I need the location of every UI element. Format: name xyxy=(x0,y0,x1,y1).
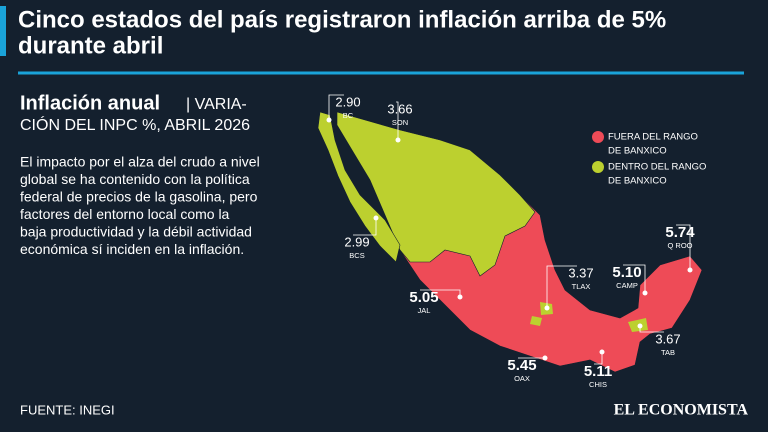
legend-swatch xyxy=(592,161,604,173)
body-line: factores del entorno local como la xyxy=(20,206,230,222)
marker xyxy=(395,137,401,143)
marker xyxy=(637,323,643,329)
value-label: 2.90 xyxy=(335,94,360,109)
value-label: 3.67 xyxy=(655,331,680,346)
marker xyxy=(373,215,379,221)
marker xyxy=(642,290,648,296)
state-label: CHIS xyxy=(589,380,607,389)
state-label: TAB xyxy=(661,348,675,357)
leader-line xyxy=(676,224,691,270)
leader-line xyxy=(546,265,577,308)
value-label: 5.05 xyxy=(409,289,438,306)
map xyxy=(317,111,703,373)
legend-label: DE BANXICO xyxy=(608,146,667,157)
region-green xyxy=(336,111,536,277)
title: durante abril xyxy=(18,32,163,59)
legend-swatch xyxy=(592,131,604,143)
value-label: 5.11 xyxy=(584,363,612,380)
leader-line xyxy=(396,101,399,140)
state-label: TLAX xyxy=(572,282,591,291)
body-line: económica sí inciden en la inflación. xyxy=(20,241,244,257)
region-green xyxy=(530,316,542,326)
marker xyxy=(599,349,605,355)
leader-line xyxy=(328,94,344,120)
marker xyxy=(326,117,332,123)
subtitle: CIÓN DEL INPC %, ABRIL 2026 xyxy=(20,115,250,134)
marker xyxy=(457,294,463,300)
body-line: baja productividad y la débil actividad xyxy=(20,224,252,240)
brand: EL ECONOMISTA xyxy=(614,402,749,419)
state-label: SON xyxy=(392,118,408,127)
marker xyxy=(544,305,550,311)
body-line: federal de precios de la gasolina, pero xyxy=(20,189,258,205)
value-label: 5.45 xyxy=(507,357,536,374)
source: FUENTE: INEGI xyxy=(20,402,115,417)
legend: FUERA DEL RANGO DE BANXICO DENTRO DEL RANG… xyxy=(592,131,706,187)
state-label: JAL xyxy=(418,306,431,315)
legend-label: DENTRO DEL RANGO xyxy=(608,162,706,173)
legend-label: FUERA DEL RANGO xyxy=(608,132,698,143)
legend-label: DE BANXICO xyxy=(608,176,667,187)
body-line: El impacto por el alza del crudo a nivel xyxy=(20,154,260,170)
state-label: OAX xyxy=(514,374,530,383)
marker xyxy=(687,267,693,273)
baja-california xyxy=(317,111,401,263)
state-label: BC xyxy=(343,111,354,120)
title: Cinco estados del país registraron infla… xyxy=(18,6,666,33)
subtitle: | VARIA- xyxy=(186,96,247,113)
body-text: El impacto por el alza del crudo a nivel… xyxy=(20,154,260,258)
body-line: global se ha contenido con la política xyxy=(20,171,250,187)
leader-line xyxy=(623,264,646,293)
state-label: Q ROO xyxy=(667,241,692,250)
value-label: 2.99 xyxy=(344,234,369,249)
subtitle-bold: Inflación anual xyxy=(20,92,160,114)
leader-line xyxy=(594,352,603,365)
leader-line xyxy=(353,218,377,236)
state-label: BCS xyxy=(349,251,364,260)
value-label: 3.37 xyxy=(568,265,593,280)
marker xyxy=(542,355,548,361)
state-label: CAMP xyxy=(616,281,638,290)
value-label: 5.10 xyxy=(612,264,641,281)
value-label: 5.74 xyxy=(665,224,695,241)
value-label: 3.66 xyxy=(387,101,412,116)
accent-bar xyxy=(0,6,6,56)
